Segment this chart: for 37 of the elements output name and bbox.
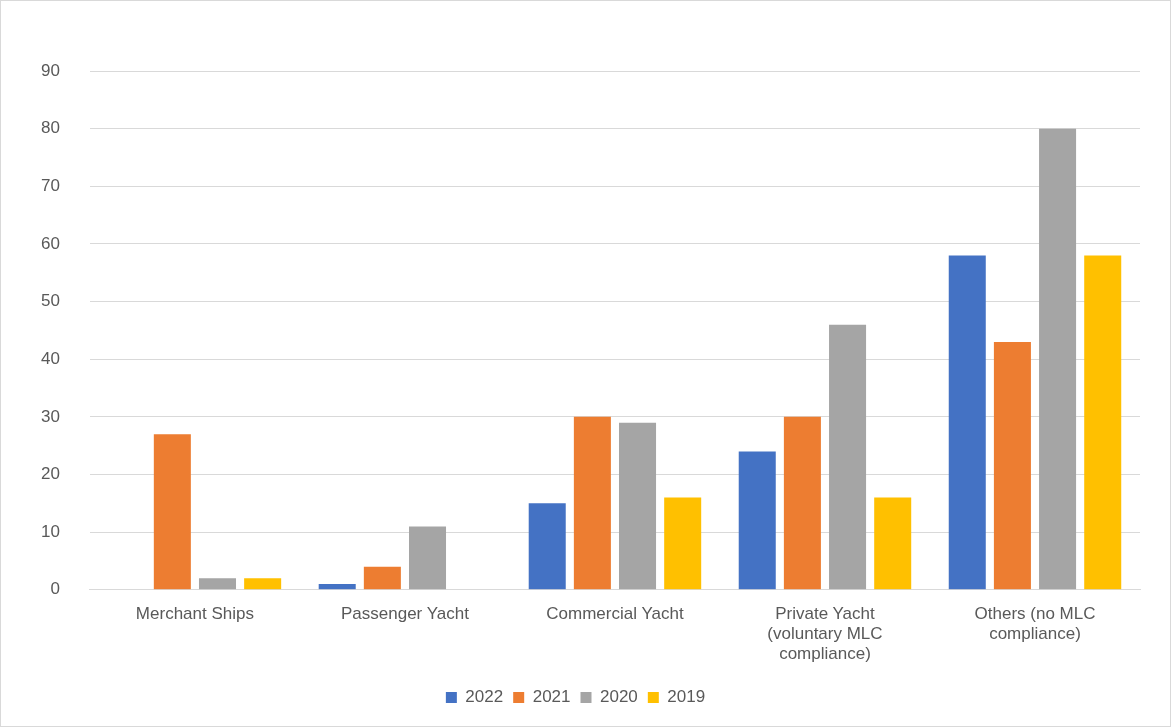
bar: [1039, 128, 1077, 590]
y-tick-label: 40: [40, 348, 60, 368]
bar: [528, 503, 566, 590]
bar: [409, 526, 447, 590]
bar: [244, 578, 282, 590]
bar: [783, 416, 821, 590]
bar: [363, 566, 401, 590]
x-tick-label: Commercial Yacht: [546, 603, 684, 623]
bar: [198, 578, 237, 590]
y-tick-label: 60: [40, 233, 60, 253]
y-tick-label: 50: [40, 291, 60, 311]
y-tick-label: 70: [40, 175, 60, 195]
y-tick-label: 30: [40, 406, 60, 426]
y-tick-label: 80: [40, 118, 60, 138]
legend-label: 2022: [465, 687, 504, 707]
bar: [738, 451, 776, 590]
bar: [619, 422, 657, 590]
bar: [829, 324, 867, 590]
bar: [664, 497, 702, 590]
bar: [1084, 255, 1122, 590]
bar: [874, 497, 912, 590]
legend-label: 2020: [600, 687, 638, 707]
bar: [948, 255, 986, 590]
y-tick-label: 0: [50, 579, 60, 599]
bar: [573, 416, 611, 590]
legend-label: 2021: [532, 687, 571, 707]
x-tick-label: Others (no MLC compliance): [974, 603, 1096, 644]
bar: [153, 434, 191, 590]
y-tick-label: 20: [40, 464, 60, 484]
bar: [993, 341, 1031, 590]
legend-label: 2019: [667, 687, 706, 707]
bar: [318, 584, 356, 590]
y-tick-label: 90: [40, 60, 60, 80]
x-tick-label: Merchant Ships: [135, 603, 254, 623]
x-tick-label: Passenger Yacht: [340, 603, 470, 623]
x-tick-label: Private Yacht (voluntary MLC compliance): [767, 603, 883, 664]
y-tick-label: 10: [40, 521, 60, 541]
